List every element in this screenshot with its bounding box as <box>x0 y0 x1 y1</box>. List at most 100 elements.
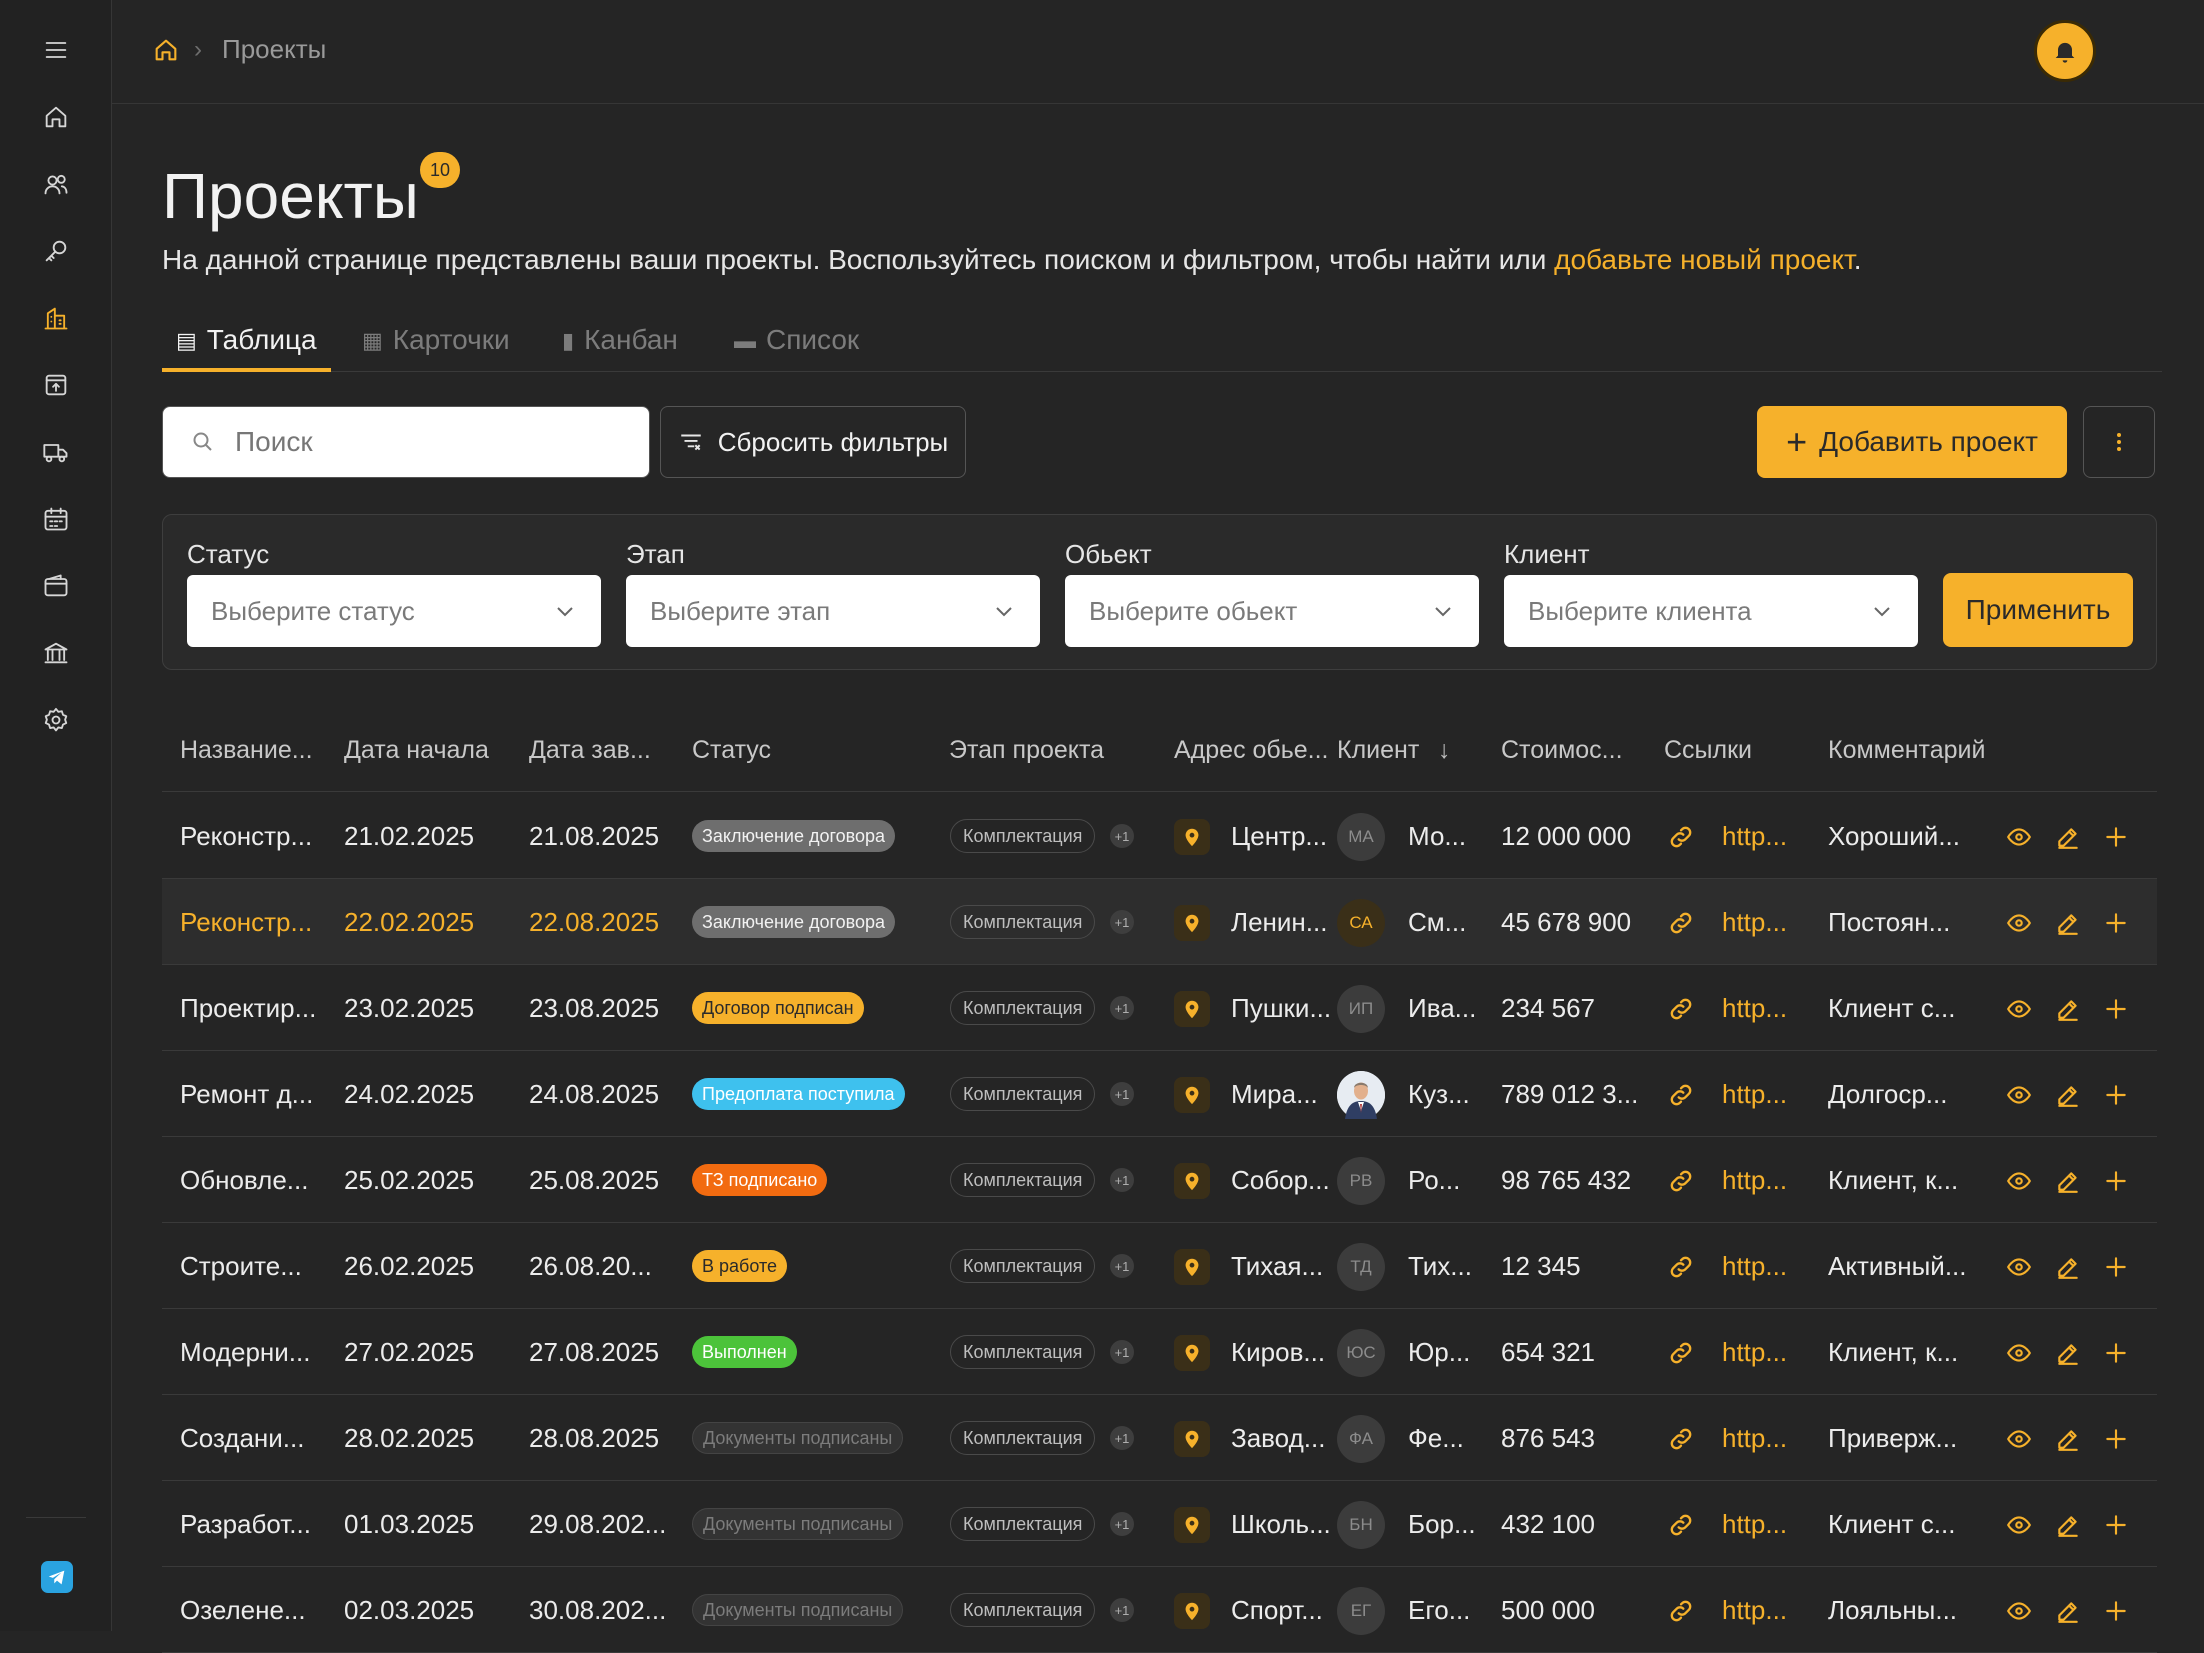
add-plus-icon[interactable] <box>2103 1254 2129 1280</box>
stage-extra-count[interactable]: +1 <box>1110 910 1134 934</box>
breadcrumb-home-icon[interactable] <box>152 36 180 64</box>
stage-select[interactable]: Выберите этап <box>626 575 1040 647</box>
link-icon[interactable] <box>1667 909 1695 937</box>
view-eye-icon[interactable] <box>2006 1168 2032 1194</box>
view-eye-icon[interactable] <box>2006 1254 2032 1280</box>
col-client[interactable]: Клиент <box>1337 736 1420 764</box>
truck-icon[interactable] <box>36 432 76 472</box>
view-eye-icon[interactable] <box>2006 910 2032 936</box>
search-input[interactable] <box>235 426 615 458</box>
tab-cards[interactable]: ▦ Карточки <box>362 318 510 372</box>
table-row[interactable]: Реконстр... 21.02.2025 21.08.2025 Центр... М… <box>162 793 2157 879</box>
project-name[interactable]: Создани... <box>180 1423 305 1453</box>
table-row[interactable]: Разработ... 01.03.2025 29.08.202... Школь..… <box>162 1481 2157 1567</box>
project-link[interactable]: http... <box>1722 821 1788 851</box>
reset-filters-button[interactable]: Сбросить фильтры <box>660 406 966 478</box>
project-link[interactable]: http... <box>1722 1595 1788 1625</box>
key-icon[interactable] <box>36 231 76 271</box>
buildings-icon[interactable] <box>36 298 76 338</box>
edit-pencil-icon[interactable] <box>2055 1426 2081 1452</box>
col-name[interactable]: Название... <box>180 736 313 764</box>
table-row[interactable]: Создани... 28.02.2025 28.08.2025 Завод... Фе… <box>162 1395 2157 1481</box>
edit-pencil-icon[interactable] <box>2055 1254 2081 1280</box>
col-status[interactable]: Статус <box>692 736 772 764</box>
project-name[interactable]: Модерни... <box>180 1337 311 1367</box>
sort-down-icon[interactable]: ↓ <box>1438 736 1451 764</box>
edit-pencil-icon[interactable] <box>2055 1168 2081 1194</box>
link-icon[interactable] <box>1667 1339 1695 1367</box>
link-icon[interactable] <box>1667 823 1695 851</box>
link-icon[interactable] <box>1667 1081 1695 1109</box>
col-comment[interactable]: Комментарий <box>1828 736 1986 764</box>
link-icon[interactable] <box>1667 1511 1695 1539</box>
project-link[interactable]: http... <box>1722 1337 1788 1367</box>
stage-extra-count[interactable]: +1 <box>1110 1512 1134 1536</box>
link-icon[interactable] <box>1667 1597 1695 1625</box>
table-row[interactable]: Обновле... 25.02.2025 25.08.2025 Собор... Ро… <box>162 1137 2157 1223</box>
add-plus-icon[interactable] <box>2103 1082 2129 1108</box>
project-name[interactable]: Реконстр... <box>180 907 313 937</box>
col-stage[interactable]: Этап проекта <box>949 736 1105 764</box>
tab-kanban[interactable]: ▮ Канбан <box>562 318 678 372</box>
edit-pencil-icon[interactable] <box>2055 996 2081 1022</box>
col-end-date[interactable]: Дата зав... <box>529 736 651 764</box>
table-row[interactable]: Строите... 26.02.2025 26.08.20... Тихая... Т… <box>162 1223 2157 1309</box>
col-links[interactable]: Ссылки <box>1664 736 1753 764</box>
home-icon[interactable] <box>36 97 76 137</box>
client-select[interactable]: Выберите клиента <box>1504 575 1918 647</box>
stage-extra-count[interactable]: +1 <box>1110 996 1134 1020</box>
object-select[interactable]: Выберите обьект <box>1065 575 1479 647</box>
tab-list[interactable]: ▬ Список <box>734 318 859 372</box>
menu-icon[interactable] <box>36 30 76 70</box>
add-project-link[interactable]: добавьте новый проект <box>1554 244 1854 275</box>
project-link[interactable]: http... <box>1722 1165 1788 1195</box>
project-link[interactable]: http... <box>1722 907 1788 937</box>
calendar-icon[interactable] <box>36 499 76 539</box>
link-icon[interactable] <box>1667 1425 1695 1453</box>
add-plus-icon[interactable] <box>2103 1168 2129 1194</box>
stage-extra-count[interactable]: +1 <box>1110 1340 1134 1364</box>
bank-icon[interactable] <box>36 633 76 673</box>
add-plus-icon[interactable] <box>2103 1340 2129 1366</box>
add-plus-icon[interactable] <box>2103 1512 2129 1538</box>
stage-extra-count[interactable]: +1 <box>1110 1168 1134 1192</box>
link-icon[interactable] <box>1667 1167 1695 1195</box>
table-row[interactable]: Проектир... 23.02.2025 23.08.2025 Пушки... И… <box>162 965 2157 1051</box>
table-row[interactable]: Реконстр... 22.02.2025 22.08.2025 Ленин... С… <box>162 879 2157 965</box>
add-plus-icon[interactable] <box>2103 996 2129 1022</box>
apply-filters-button[interactable]: Применить <box>1943 573 2133 647</box>
status-select[interactable]: Выберите статус <box>187 575 601 647</box>
edit-pencil-icon[interactable] <box>2055 910 2081 936</box>
table-row[interactable]: Озелене... 02.03.2025 30.08.202... Спорт...… <box>162 1567 2157 1653</box>
upload-box-icon[interactable] <box>36 365 76 405</box>
stage-extra-count[interactable]: +1 <box>1110 1598 1134 1622</box>
more-options-button[interactable] <box>2083 406 2155 478</box>
project-name[interactable]: Реконстр... <box>180 821 313 851</box>
table-row[interactable]: Ремонт д... 24.02.2025 24.08.2025 Мира... Ку… <box>162 1051 2157 1137</box>
col-address[interactable]: Адрес обье... <box>1174 736 1329 764</box>
stage-extra-count[interactable]: +1 <box>1110 1254 1134 1278</box>
edit-pencil-icon[interactable] <box>2055 1598 2081 1624</box>
project-name[interactable]: Строите... <box>180 1251 302 1281</box>
project-name[interactable]: Ремонт д... <box>180 1079 314 1109</box>
project-link[interactable]: http... <box>1722 993 1788 1023</box>
edit-pencil-icon[interactable] <box>2055 1340 2081 1366</box>
project-name[interactable]: Озелене... <box>180 1595 306 1625</box>
add-plus-icon[interactable] <box>2103 824 2129 850</box>
view-eye-icon[interactable] <box>2006 1340 2032 1366</box>
stage-extra-count[interactable]: +1 <box>1110 824 1134 848</box>
edit-pencil-icon[interactable] <box>2055 824 2081 850</box>
link-icon[interactable] <box>1667 1253 1695 1281</box>
link-icon[interactable] <box>1667 995 1695 1023</box>
view-eye-icon[interactable] <box>2006 1512 2032 1538</box>
table-row[interactable]: Модерни... 27.02.2025 27.08.2025 Киров... Юр… <box>162 1309 2157 1395</box>
add-project-button[interactable]: + Добавить проект <box>1757 406 2067 478</box>
project-link[interactable]: http... <box>1722 1079 1788 1109</box>
view-eye-icon[interactable] <box>2006 1082 2032 1108</box>
notification-bell-icon[interactable] <box>2034 20 2096 82</box>
project-name[interactable]: Проектир... <box>180 993 317 1023</box>
users-icon[interactable] <box>36 164 76 204</box>
telegram-icon[interactable] <box>41 1561 73 1593</box>
col-start-date[interactable]: Дата начала <box>344 736 489 764</box>
edit-pencil-icon[interactable] <box>2055 1512 2081 1538</box>
